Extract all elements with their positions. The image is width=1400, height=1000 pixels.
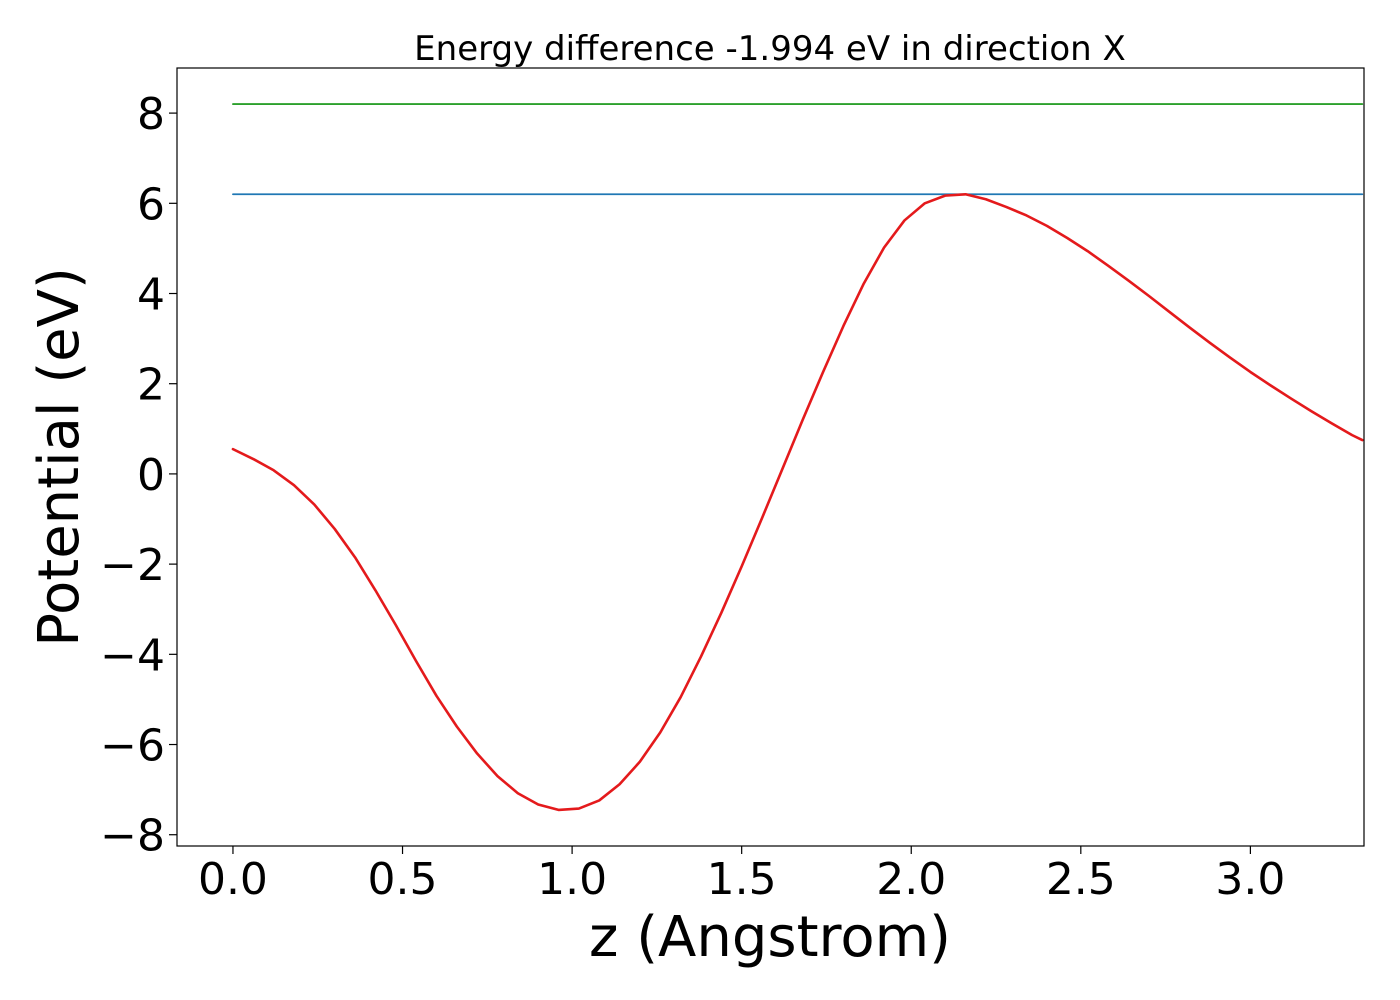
x-tick-label: 0.0 <box>198 854 268 905</box>
x-tick-label: 3.0 <box>1215 854 1285 905</box>
x-tick-label: 0.5 <box>368 854 438 905</box>
x-tick-label: 2.5 <box>1046 854 1116 905</box>
series-layer <box>231 103 1364 812</box>
y-tick-label: −4 <box>100 630 165 681</box>
potential-curve <box>231 192 1364 812</box>
y-tick-label: 8 <box>137 89 165 140</box>
plot-background <box>177 68 1364 846</box>
y-axis-label: Potential (eV) <box>27 267 92 647</box>
x-tick-label: 2.0 <box>876 854 946 905</box>
plot-frame <box>176 67 1365 847</box>
y-tick-label: −8 <box>100 811 165 862</box>
x-tick-label: 1.0 <box>537 854 607 905</box>
y-tick-label: 6 <box>137 179 165 230</box>
y-tick-label: 0 <box>137 450 165 501</box>
y-tick-label: −6 <box>100 721 165 772</box>
y-tick-label: 2 <box>137 360 165 411</box>
chart-title: Energy difference -1.994 eV in direction… <box>414 29 1126 69</box>
x-axis-label: z (Angstrom) <box>589 905 951 970</box>
y-axis: −8 −6 −4 −2 0 2 4 6 8 <box>100 89 177 862</box>
x-tick-label: 1.5 <box>707 854 777 905</box>
x-axis: 0.0 0.5 1.0 1.5 2.0 2.5 3.0 <box>198 846 1285 905</box>
y-tick-label: 4 <box>137 270 165 321</box>
y-tick-label: −2 <box>100 540 165 591</box>
